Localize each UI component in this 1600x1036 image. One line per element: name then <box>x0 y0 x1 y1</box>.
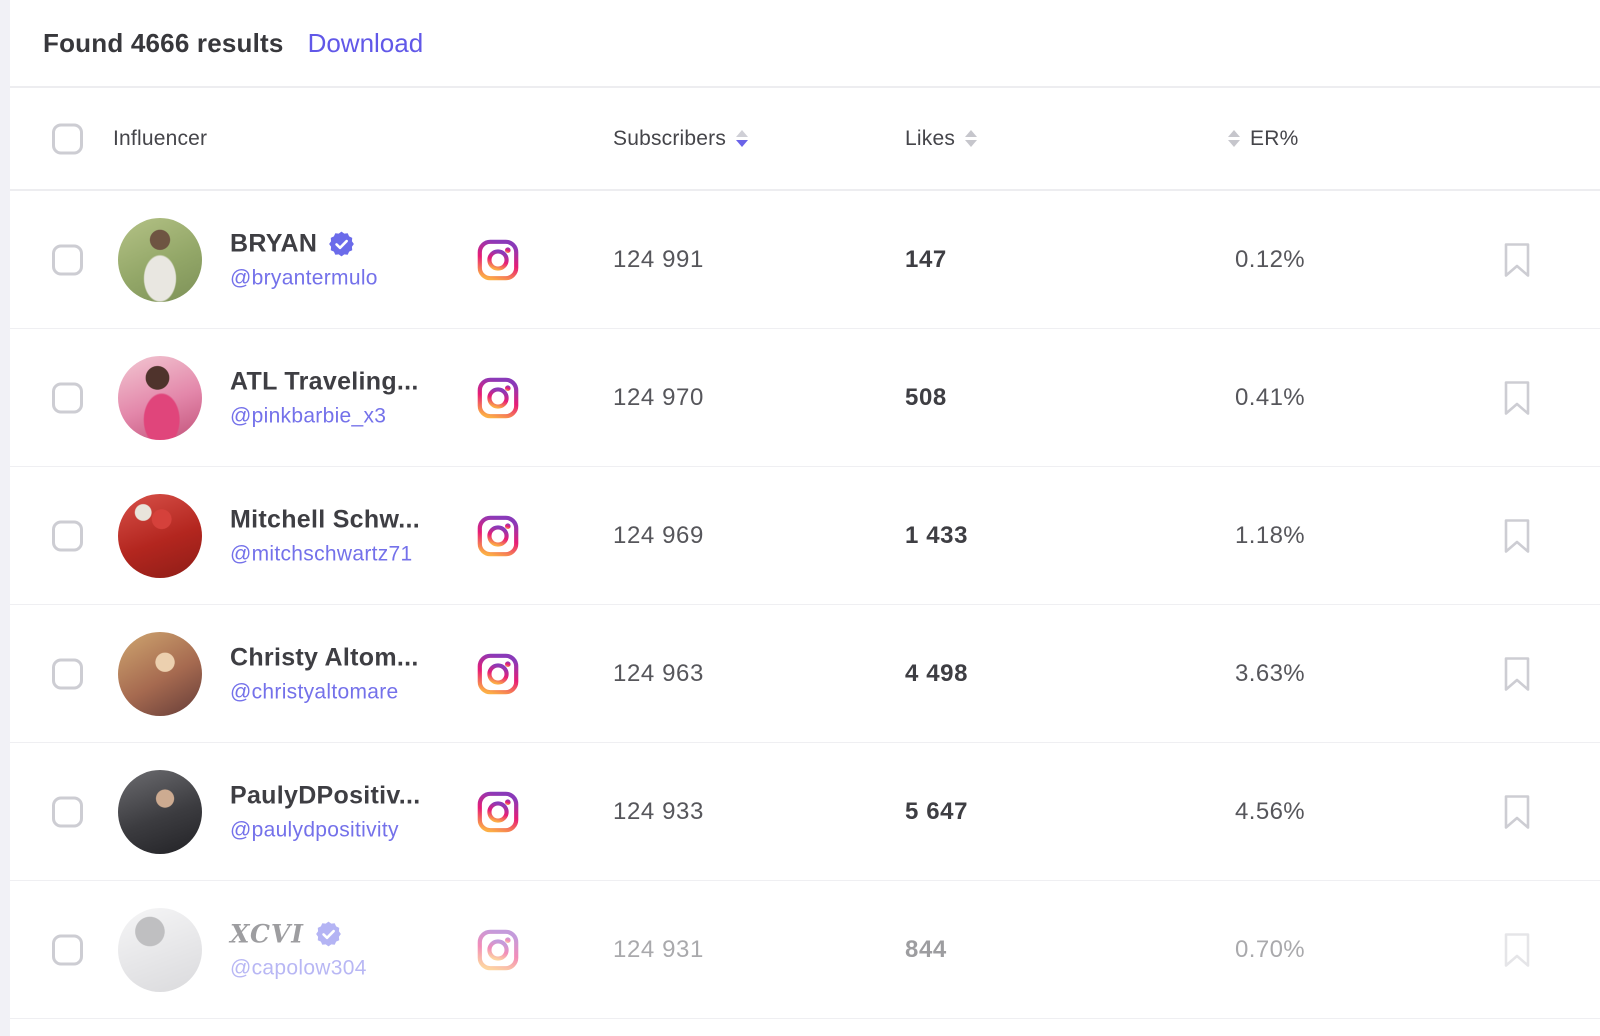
influencer-info: ATL Traveling... @pinkbarbie_x3 <box>230 367 419 428</box>
subscribers-value: 124 931 <box>613 935 704 963</box>
column-label-influencer: Influencer <box>113 126 208 150</box>
results-topbar: Found 4666 results Download <box>10 0 1600 88</box>
subscribers-value: 124 991 <box>613 245 704 273</box>
avatar[interactable] <box>118 217 202 302</box>
column-label-likes: Likes <box>905 126 956 150</box>
influencer-info: BRYAN @bryantermulo <box>230 229 378 290</box>
likes-value: 844 <box>905 935 947 963</box>
influencer-handle[interactable]: @mitchschwartz71 <box>230 542 413 565</box>
er-value: 3.63% <box>1235 659 1306 687</box>
bookmark-icon[interactable] <box>1502 379 1532 417</box>
column-header-influencer: Influencer <box>113 127 207 151</box>
er-value: 0.41% <box>1235 383 1306 411</box>
avatar[interactable] <box>118 631 202 716</box>
subscribers-value: 124 970 <box>613 383 704 411</box>
influencer-name[interactable]: BRYAN <box>230 229 318 257</box>
influencer-handle[interactable]: @pinkbarbie_x3 <box>230 404 387 427</box>
avatar[interactable] <box>118 769 202 854</box>
bookmark-icon[interactable] <box>1502 931 1532 969</box>
select-all-checkbox[interactable] <box>52 123 83 154</box>
er-value: 1.18% <box>1235 521 1306 549</box>
influencer-handle[interactable]: @capolow304 <box>230 956 367 979</box>
download-link[interactable]: Download <box>307 27 424 58</box>
instagram-icon[interactable] <box>477 515 519 557</box>
influencer-info: Christy Altom... @christyaltomare <box>230 643 419 704</box>
column-label-er: ER% <box>1250 126 1299 150</box>
instagram-icon[interactable] <box>477 929 519 971</box>
sort-icon-subscribers[interactable] <box>736 130 749 147</box>
table-row: Christy Altom... @christyaltomare 124 96… <box>10 605 1600 743</box>
row-checkbox[interactable] <box>52 382 83 413</box>
influencer-name[interactable]: ATL Traveling... <box>230 367 419 395</box>
subscribers-value: 124 963 <box>613 659 704 687</box>
sort-icon-er[interactable] <box>1228 130 1240 147</box>
instagram-icon[interactable] <box>477 239 519 281</box>
avatar[interactable] <box>118 355 202 440</box>
table-row: XCVI @capolow304 124 931 844 0.70% <box>10 881 1600 1019</box>
row-checkbox[interactable] <box>52 796 83 827</box>
results-count: Found 4666 results <box>43 27 284 58</box>
results-panel: Found 4666 results Download Influencer S… <box>10 0 1600 1036</box>
bookmark-icon[interactable] <box>1502 655 1532 693</box>
instagram-icon[interactable] <box>477 653 519 695</box>
column-header-likes[interactable]: Likes <box>905 126 978 151</box>
avatar[interactable] <box>118 493 202 578</box>
likes-value: 1 433 <box>905 521 969 549</box>
influencer-handle[interactable]: @christyaltomare <box>230 680 399 703</box>
likes-value: 5 647 <box>905 797 969 825</box>
er-value: 4.56% <box>1235 797 1306 825</box>
row-checkbox[interactable] <box>52 658 83 689</box>
sort-icon-likes[interactable] <box>965 130 978 147</box>
table-body: BRYAN @bryantermulo 124 991 147 0.12% <box>10 191 1600 1019</box>
table-row: Mitchell Schw... @mitchschwartz71 124 96… <box>10 467 1600 605</box>
instagram-icon[interactable] <box>477 377 519 419</box>
subscribers-value: 124 969 <box>613 521 704 549</box>
influencer-info: Mitchell Schw... @mitchschwartz71 <box>230 505 420 566</box>
influencer-handle[interactable]: @paulydpositivity <box>230 818 399 841</box>
row-checkbox[interactable] <box>52 520 83 551</box>
influencer-name[interactable]: PaulyDPositiv... <box>230 781 421 809</box>
subscribers-value: 124 933 <box>613 797 704 825</box>
bookmark-icon[interactable] <box>1502 793 1532 831</box>
likes-value: 4 498 <box>905 659 969 687</box>
column-header-subscribers[interactable]: Subscribers <box>613 126 749 151</box>
bookmark-icon[interactable] <box>1502 241 1532 279</box>
likes-value: 508 <box>905 383 947 411</box>
row-checkbox[interactable] <box>52 934 83 965</box>
table-row: BRYAN @bryantermulo 124 991 147 0.12% <box>10 191 1600 329</box>
table-row: ATL Traveling... @pinkbarbie_x3 124 970 … <box>10 329 1600 467</box>
influencer-handle[interactable]: @bryantermulo <box>230 266 378 289</box>
influencer-info: PaulyDPositiv... @paulydpositivity <box>230 781 421 842</box>
table-header: Influencer Subscribers Likes ER% <box>10 88 1600 191</box>
column-label-subscribers: Subscribers <box>613 126 727 150</box>
influencer-name[interactable]: Christy Altom... <box>230 643 419 671</box>
row-checkbox[interactable] <box>52 244 83 275</box>
bookmark-icon[interactable] <box>1502 517 1532 555</box>
column-header-er[interactable]: ER% <box>1228 127 1298 151</box>
avatar[interactable] <box>118 907 202 992</box>
verified-badge-icon <box>329 231 355 256</box>
influencer-name[interactable]: XCVI <box>230 919 304 948</box>
table-row: PaulyDPositiv... @paulydpositivity 124 9… <box>10 743 1600 881</box>
instagram-icon[interactable] <box>477 791 519 833</box>
likes-value: 147 <box>905 245 947 273</box>
er-value: 0.70% <box>1235 935 1306 963</box>
er-value: 0.12% <box>1235 245 1306 273</box>
influencer-info: XCVI @capolow304 <box>230 919 367 980</box>
influencer-name[interactable]: Mitchell Schw... <box>230 505 421 533</box>
verified-badge-icon <box>316 921 341 946</box>
